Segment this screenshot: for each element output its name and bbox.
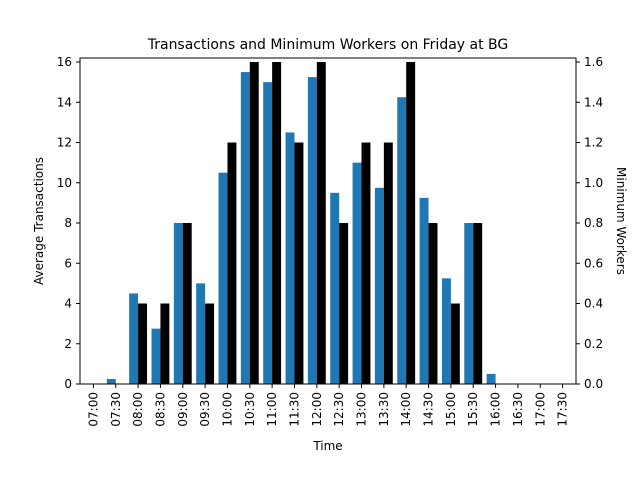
x-tick-label-21: 17:30 <box>556 392 570 427</box>
transactions-bar-16 <box>441 278 451 384</box>
transactions-bar-12 <box>352 162 362 384</box>
x-tick-label-16: 15:00 <box>444 392 458 427</box>
workers-bar-14 <box>406 62 416 385</box>
right-tick-label-0: 0.0 <box>584 377 603 391</box>
x-axis: 07:00 07:30 08:00 08:30 09:00 09:30 10:00 10:30… <box>86 384 570 427</box>
plot-frame <box>79 57 577 385</box>
transactions-bar-13 <box>374 187 384 384</box>
transactions-bar-8 <box>263 82 273 385</box>
right-tick-label-8: 1.6 <box>584 55 603 69</box>
workers-bar-6 <box>227 142 237 384</box>
transactions-bar-6 <box>218 172 228 384</box>
workers-bar-7 <box>249 62 259 385</box>
x-tick-label-11: 12:30 <box>332 392 346 427</box>
transactions-bar-17 <box>464 223 474 384</box>
x-tick-label-8: 11:00 <box>265 392 279 427</box>
x-tick-label-12: 13:00 <box>355 392 369 427</box>
right-tick-label-4: 0.8 <box>584 216 603 230</box>
left-tick-label-5: 10 <box>57 176 72 190</box>
transactions-bar-4 <box>173 223 183 384</box>
x-tick-label-14: 14:00 <box>399 392 413 427</box>
right-axis: 0.0 0.2 0.4 0.6 0.8 1.0 1.2 1.4 1.6 <box>576 55 603 391</box>
left-tick-label-3: 6 <box>64 256 72 270</box>
left-tick-label-7: 14 <box>57 95 72 109</box>
left-tick-label-0: 0 <box>64 377 72 391</box>
bars-group <box>106 62 496 385</box>
workers-bar-9 <box>294 142 304 384</box>
left-tick-label-8: 16 <box>57 55 72 69</box>
right-tick-label-7: 1.4 <box>584 95 603 109</box>
right-tick-label-1: 0.2 <box>584 337 603 351</box>
transactions-bar-9 <box>285 132 295 384</box>
workers-bar-5 <box>205 303 215 384</box>
workers-bar-3 <box>160 303 170 384</box>
x-tick-label-18: 16:00 <box>489 392 503 427</box>
transactions-bar-11 <box>330 192 340 384</box>
right-tick-label-2: 0.4 <box>584 297 603 311</box>
workers-bar-8 <box>272 62 282 385</box>
workers-bar-2 <box>138 303 148 384</box>
workers-bar-10 <box>316 62 326 385</box>
transactions-bar-5 <box>196 283 206 384</box>
workers-bar-11 <box>339 223 349 384</box>
transactions-bar-2 <box>129 293 139 384</box>
x-tick-label-13: 13:30 <box>377 392 391 427</box>
transactions-bar-15 <box>419 197 429 384</box>
workers-bar-16 <box>450 303 460 384</box>
x-tick-label-4: 09:00 <box>176 392 190 427</box>
left-tick-label-2: 4 <box>64 297 72 311</box>
transactions-bar-14 <box>397 97 407 385</box>
x-axis-label: Time <box>312 439 342 453</box>
transactions-bar-1 <box>106 378 116 384</box>
x-tick-label-20: 17:00 <box>533 392 547 427</box>
left-axis-label: Average Transactions <box>32 157 46 285</box>
workers-bar-4 <box>182 223 192 384</box>
x-tick-label-6: 10:00 <box>220 392 234 427</box>
x-tick-label-10: 12:00 <box>310 392 324 427</box>
x-tick-label-3: 08:30 <box>153 392 167 427</box>
x-tick-label-9: 11:30 <box>287 392 301 427</box>
chart-title: Transactions and Minimum Workers on Frid… <box>147 37 509 53</box>
workers-bar-15 <box>428 223 438 384</box>
x-tick-label-17: 15:30 <box>466 392 480 427</box>
x-tick-label-0: 07:00 <box>86 392 100 427</box>
left-tick-label-4: 8 <box>64 216 72 230</box>
transactions-bar-7 <box>240 72 250 384</box>
left-axis: 0 2 4 6 8 10 12 14 16 <box>57 55 80 391</box>
workers-bar-13 <box>383 142 393 384</box>
right-tick-label-3: 0.6 <box>584 256 603 270</box>
transactions-bar-3 <box>151 328 161 384</box>
right-axis-label: Minimum Workers <box>614 167 628 275</box>
right-tick-label-6: 1.2 <box>584 136 603 150</box>
right-tick-label-5: 1.0 <box>584 176 603 190</box>
transactions-bar-18 <box>486 373 496 384</box>
transactions-bar-10 <box>307 77 317 385</box>
left-tick-label-1: 2 <box>64 337 72 351</box>
x-tick-label-7: 10:30 <box>243 392 257 427</box>
x-tick-label-15: 14:30 <box>422 392 436 427</box>
x-tick-label-1: 07:30 <box>109 392 123 427</box>
x-tick-label-2: 08:00 <box>131 392 145 427</box>
workers-bar-12 <box>361 142 371 384</box>
left-tick-label-6: 12 <box>57 136 72 150</box>
workers-bar-17 <box>473 223 483 384</box>
x-tick-label-5: 09:30 <box>198 392 212 427</box>
x-tick-label-19: 16:30 <box>511 392 525 427</box>
